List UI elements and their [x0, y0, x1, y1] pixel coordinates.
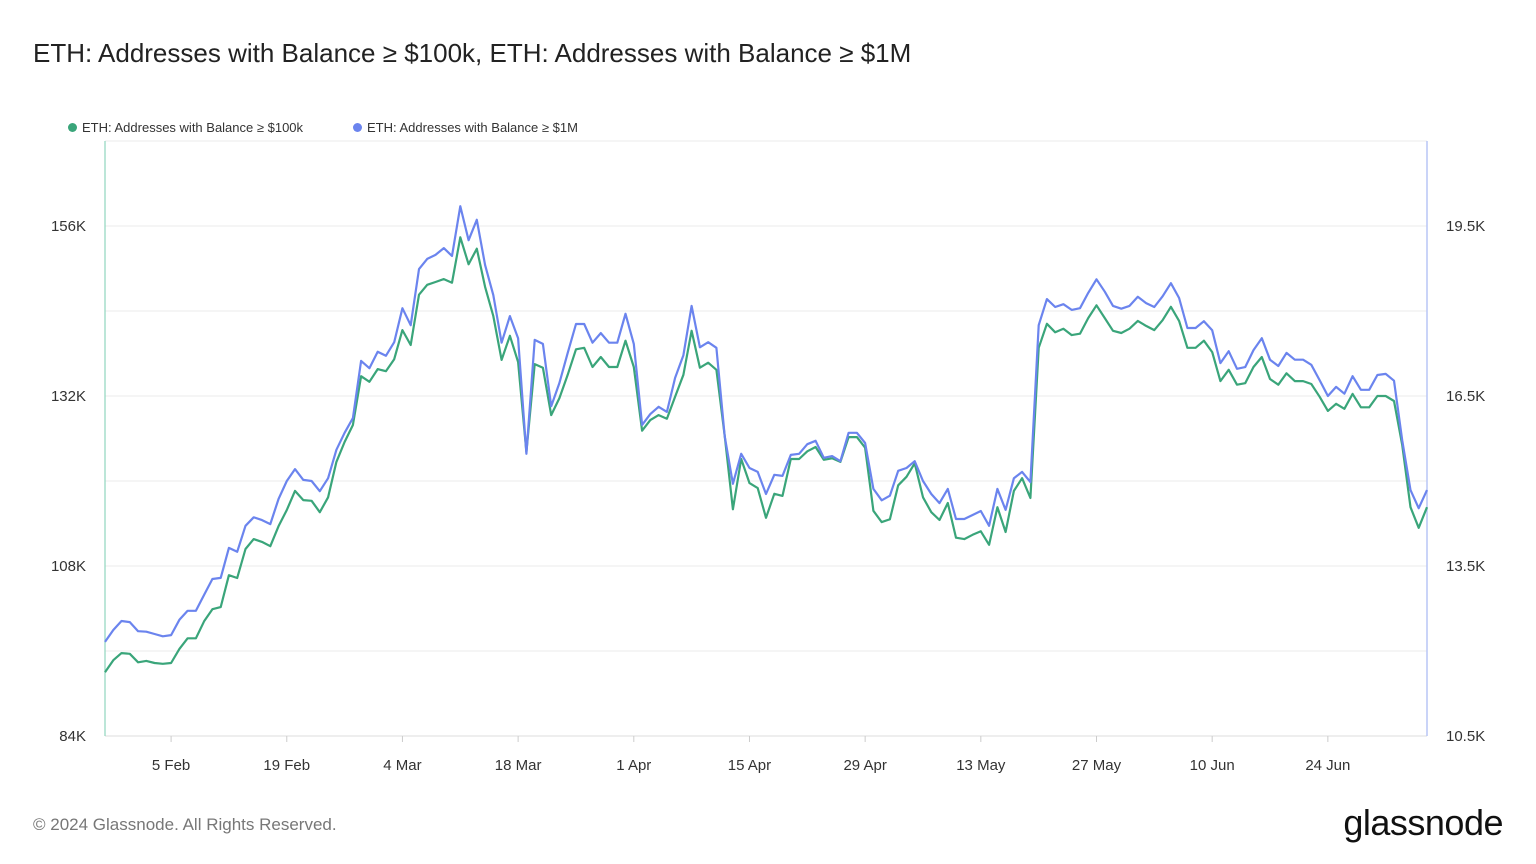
x-tick-label: 10 Jun [1190, 757, 1235, 774]
legend-label: ETH: Addresses with Balance ≥ $100k [82, 120, 304, 135]
x-tick-label: 29 Apr [843, 757, 886, 774]
y-left-tick-label: 84K [59, 728, 86, 745]
chart-title: ETH: Addresses with Balance ≥ $100k, ETH… [33, 38, 912, 68]
y-right-tick-label: 19.5K [1446, 218, 1485, 235]
x-tick-label: 4 Mar [383, 757, 421, 774]
legend-marker-icon [353, 123, 362, 132]
x-tick-label: 24 Jun [1305, 757, 1350, 774]
legend-item-100k[interactable]: ETH: Addresses with Balance ≥ $100k [68, 120, 303, 135]
y-left-tick-label: 156K [51, 218, 86, 235]
x-tick-label: 5 Feb [152, 757, 190, 774]
y-right-tick-label: 16.5K [1446, 388, 1485, 405]
series-line-1m [104, 205, 1428, 643]
y-right-tick-label: 13.5K [1446, 558, 1485, 575]
y-left-tick-label: 132K [51, 388, 86, 405]
x-tick-label: 15 Apr [728, 757, 771, 774]
glassnode-logo: glassnode [1343, 802, 1503, 843]
y-left-tick-label: 108K [51, 558, 86, 575]
series-line-100k [104, 236, 1429, 673]
x-tick-label: 19 Feb [263, 757, 310, 774]
legend-marker-icon [68, 123, 77, 132]
copyright-footer: © 2024 Glassnode. All Rights Reserved. [33, 815, 337, 834]
x-tick-label: 27 May [1072, 757, 1122, 774]
x-tick-label: 13 May [956, 757, 1006, 774]
x-tick-label: 18 Mar [495, 757, 542, 774]
legend-label: ETH: Addresses with Balance ≥ $1M [367, 120, 578, 135]
legend-item-1m[interactable]: ETH: Addresses with Balance ≥ $1M [353, 120, 578, 135]
x-tick-label: 1 Apr [616, 757, 651, 774]
y-right-tick-label: 10.5K [1446, 728, 1485, 745]
